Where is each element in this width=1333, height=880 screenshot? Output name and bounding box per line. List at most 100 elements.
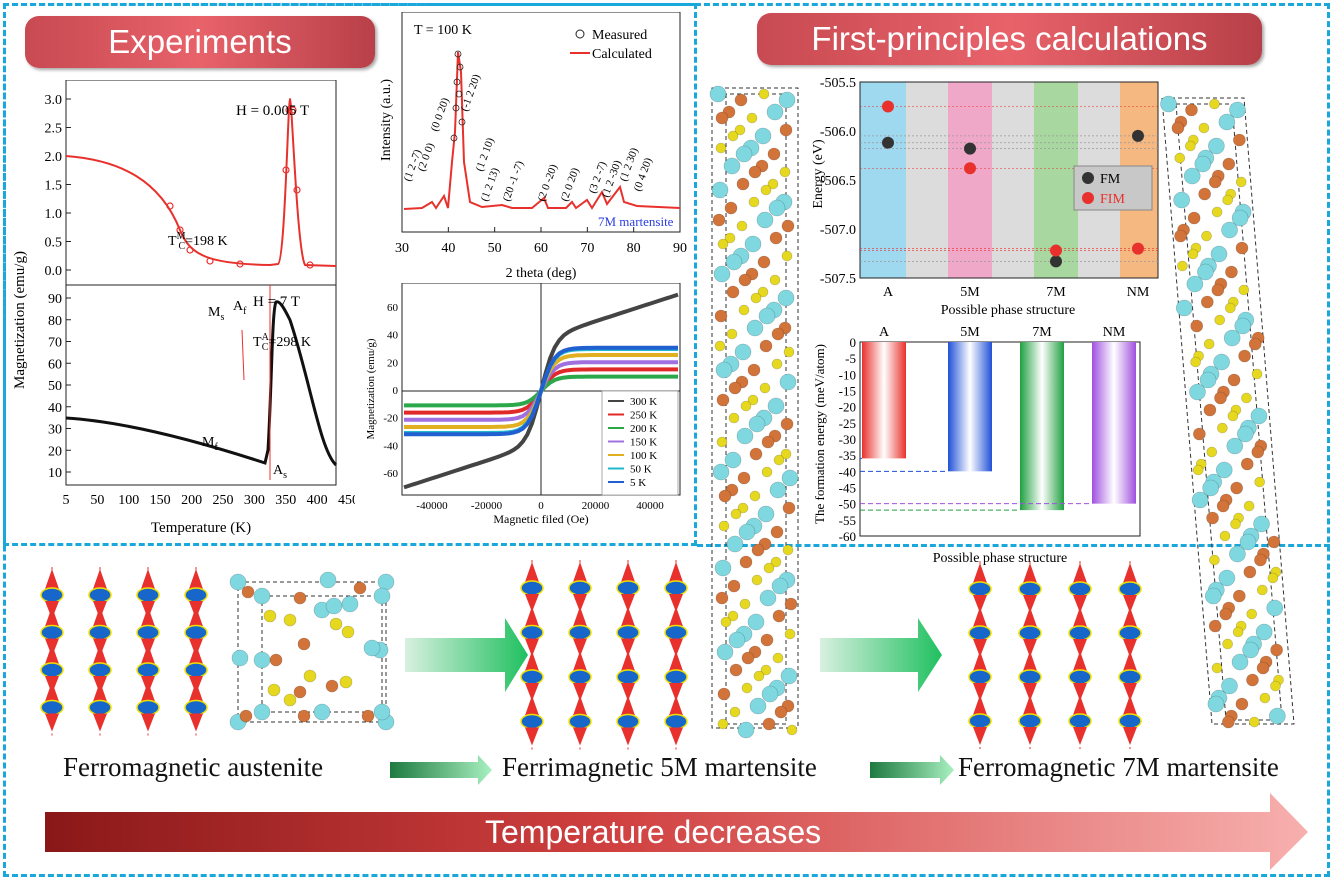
orange-atom	[1235, 241, 1249, 255]
yellow-atom	[727, 610, 739, 622]
orange-atom	[1208, 619, 1222, 633]
spin-arrow	[669, 594, 683, 612]
mt-bottom-ytick: 30	[48, 423, 62, 438]
cyan-atom	[738, 523, 756, 541]
yellow-atom	[1206, 446, 1218, 458]
orange-atom	[762, 717, 776, 731]
mh-legend-label: 150 K	[630, 437, 657, 449]
yellow-atom	[1187, 248, 1199, 260]
yellow-atom	[1235, 176, 1247, 188]
spin-array-austenite	[40, 567, 208, 736]
mt-top-ytick: 1.0	[45, 207, 63, 222]
energy-fim-point	[1050, 244, 1062, 257]
spin-atom	[40, 587, 64, 603]
spin-arrow	[1123, 695, 1137, 715]
martensite-5m-cell	[709, 85, 799, 739]
orange-atom	[729, 663, 743, 677]
yellow-atom	[783, 346, 795, 358]
cyan-atom	[715, 361, 733, 379]
orange-atom	[1198, 187, 1211, 201]
yellow-atom	[1203, 338, 1215, 350]
xrd-xtick: 50	[488, 241, 502, 256]
mt-top-markers	[166, 106, 314, 269]
mt-xtick: 300	[244, 493, 265, 508]
experiments-frame	[3, 3, 697, 546]
formation-ytick: -55	[839, 513, 856, 528]
mh-legend-label: 250 K	[630, 410, 657, 422]
yellow-atom	[1256, 584, 1268, 596]
spin-arrow	[973, 563, 987, 583]
spin-atom	[184, 624, 208, 641]
orange-atom	[1248, 337, 1262, 351]
spin-arrow	[1073, 595, 1087, 613]
spin-atom	[136, 662, 160, 678]
yellow-atom	[771, 358, 783, 370]
spin-atom	[568, 713, 592, 730]
spin-arrow	[93, 644, 107, 664]
energy-fm-point	[1050, 255, 1062, 268]
orange-atom	[1200, 295, 1214, 309]
orange-atom	[737, 471, 751, 485]
cyan-atom	[1199, 371, 1217, 389]
xrd-phase-label: 7M martensite	[598, 214, 674, 229]
mh-ytick: 0	[393, 385, 399, 397]
caption-7m: Ferromagnetic 7M martensite	[958, 752, 1279, 782]
orange-atom	[1219, 607, 1233, 621]
yellow-atom	[734, 124, 746, 136]
formation-xtick: NM	[1103, 325, 1126, 340]
energy-points	[860, 100, 1158, 268]
yellow-atom	[770, 556, 782, 568]
yellow-atom	[1246, 608, 1258, 620]
mt-xtick: 350	[275, 493, 296, 508]
yellow-atom	[714, 340, 726, 352]
mt-ylabel: Magnetization (emu/g)	[12, 251, 28, 389]
orange-atom	[771, 327, 785, 341]
spin-arrow	[141, 681, 155, 702]
spin-atom	[968, 581, 992, 597]
spin-arrow	[1073, 563, 1087, 583]
mh-plot: Magnetization (emu/g) 60 40 20 0 -20 -40 -60 -…	[365, 283, 681, 526]
orange-atom	[712, 213, 726, 227]
cyan-atom	[712, 463, 730, 481]
spin-atom	[616, 624, 640, 641]
cyan-atom	[377, 573, 395, 591]
orange-atom	[239, 709, 253, 723]
orange-atom	[1193, 427, 1206, 441]
mh-xtick: 0	[538, 500, 544, 512]
orange-atom	[769, 231, 783, 245]
cyan-atom	[735, 145, 753, 163]
formation-frame	[859, 341, 1141, 537]
mh-ytick: -60	[383, 468, 398, 480]
yellow-atom	[761, 466, 773, 478]
orange-atom	[738, 273, 752, 287]
yellow-atom	[715, 142, 727, 154]
mh-ytick: -40	[383, 440, 398, 452]
orange-atom	[241, 585, 255, 599]
spin-arrow	[141, 713, 155, 732]
mt-bottom-ytick: 40	[48, 401, 62, 416]
mh-ytick: 40	[387, 330, 399, 342]
spin-atom	[1068, 669, 1092, 685]
formation-ytick: -40	[839, 464, 856, 479]
yellow-atom	[329, 617, 343, 631]
xrd-xlabel: 2 theta (deg)	[506, 266, 577, 281]
cyan-atom	[1242, 641, 1259, 659]
spin-arrow	[621, 727, 635, 746]
spin-arrow	[1073, 639, 1087, 657]
yellow-atom	[779, 166, 791, 178]
mt-bottom-xticks: 5 50 100 150 200 250 300 350 400 450	[63, 493, 356, 508]
mh-legend-label: 5 K	[630, 477, 646, 489]
spin-atom	[1068, 581, 1092, 597]
spin-atom	[40, 624, 64, 641]
cyan-atom	[1221, 677, 1238, 695]
mt-xtick: 400	[307, 493, 328, 508]
orange-atom	[1216, 499, 1230, 513]
cyan-atom	[1191, 491, 1209, 509]
orange-atom	[297, 709, 311, 723]
cyan-atom	[341, 595, 359, 613]
energy-fim-point	[1132, 242, 1144, 255]
yellow-atom	[747, 394, 759, 406]
mt-bottom-ytick: 60	[48, 357, 62, 372]
cyan-atom	[768, 199, 786, 217]
